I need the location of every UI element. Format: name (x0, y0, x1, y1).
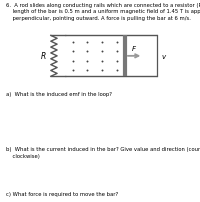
Text: 6.  A rod slides along conducting rails which are connected to a resistor (R=2 Ω: 6. A rod slides along conducting rails w… (6, 3, 200, 21)
Text: F: F (132, 45, 136, 52)
Text: R: R (40, 52, 46, 61)
Text: v: v (161, 54, 166, 60)
Text: c) What force is required to move the bar?: c) What force is required to move the ba… (6, 191, 118, 197)
Text: a)  What is the induced emf in the loop?: a) What is the induced emf in the loop? (6, 92, 112, 97)
Text: b)  What is the current induced in the bar? Give value and direction (counterclo: b) What is the current induced in the ba… (6, 146, 200, 158)
